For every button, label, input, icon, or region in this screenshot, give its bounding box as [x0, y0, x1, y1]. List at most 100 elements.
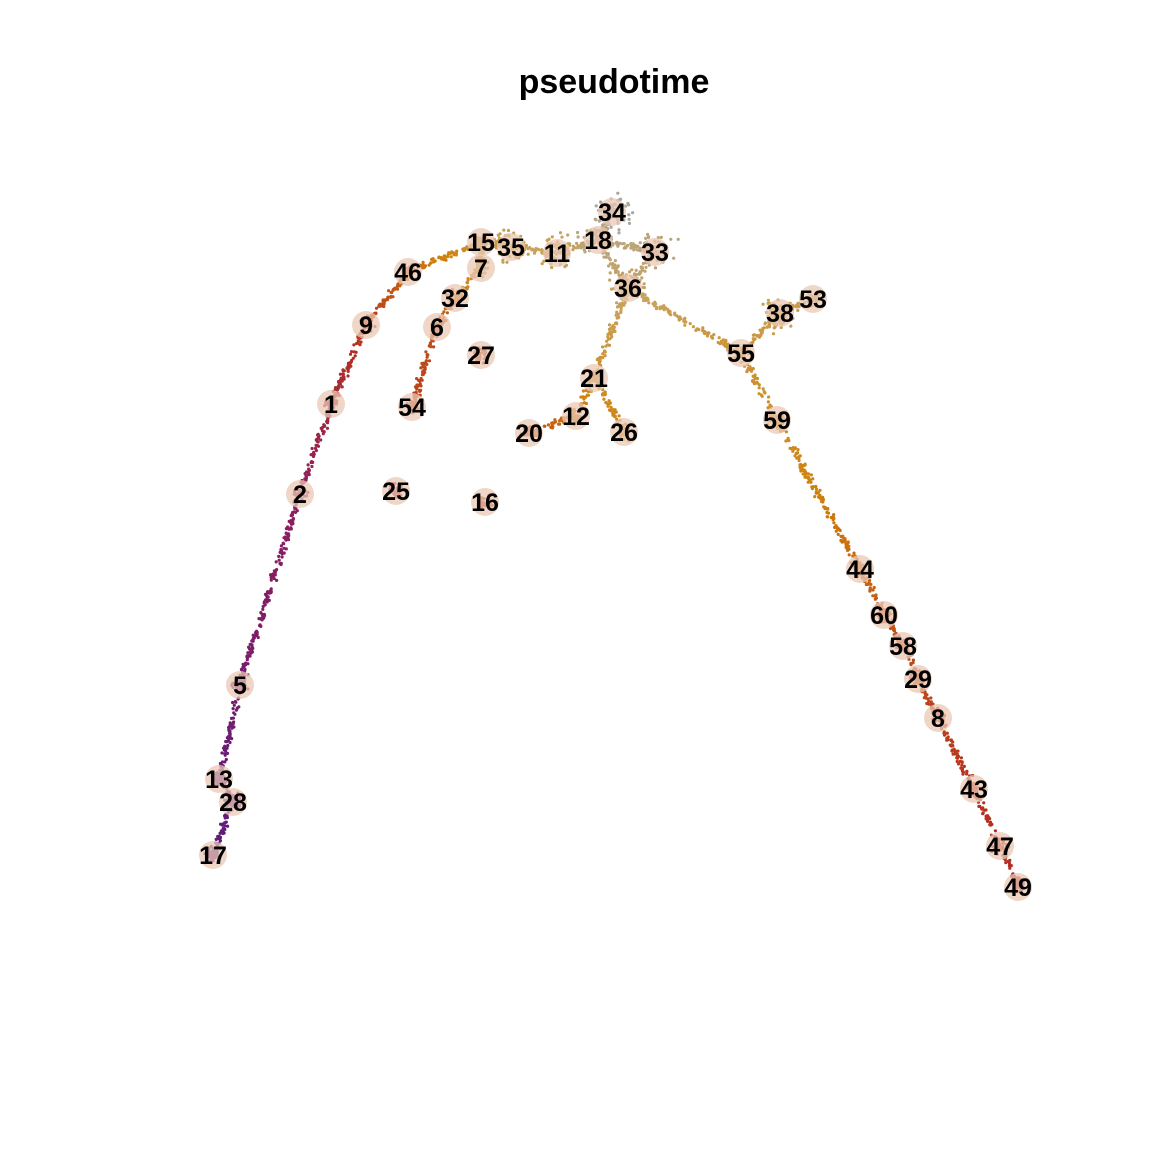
cell-point — [350, 350, 354, 354]
cluster-label-1: 1 — [324, 391, 338, 419]
cluster-halo-26 — [610, 418, 638, 446]
cluster-label-47: 47 — [986, 833, 1014, 861]
cluster-halo-21 — [580, 364, 608, 392]
cell-point — [381, 299, 385, 303]
cell-point — [261, 607, 265, 612]
cell-point — [422, 368, 426, 372]
cell-point — [691, 325, 696, 329]
cell-point — [382, 302, 386, 306]
cell-point — [277, 554, 281, 559]
cell-point — [269, 591, 273, 595]
cell-point — [766, 298, 771, 302]
cell-point — [630, 268, 634, 272]
cell-point — [647, 301, 651, 305]
cell-point — [615, 322, 619, 326]
cluster-halo-28 — [219, 788, 247, 816]
cluster-halo-7 — [467, 254, 495, 282]
cell-point — [233, 700, 237, 704]
cell-point — [442, 310, 446, 314]
cell-point — [642, 282, 646, 286]
cell-point — [645, 296, 649, 300]
cell-point — [290, 513, 295, 517]
cluster-label-13: 13 — [205, 766, 233, 794]
cell-point — [261, 604, 265, 609]
cell-point — [442, 254, 446, 258]
cell-point — [965, 772, 969, 776]
cell-point — [223, 821, 227, 825]
cell-point — [607, 323, 612, 327]
cell-point — [264, 599, 269, 603]
cell-point — [462, 249, 466, 253]
cell-point — [231, 707, 235, 711]
cell-point — [833, 525, 837, 530]
cluster-halo-9 — [352, 311, 380, 339]
cell-point — [984, 814, 988, 818]
cluster-label-32: 32 — [441, 285, 469, 313]
cell-point — [795, 456, 799, 460]
cell-point — [389, 294, 393, 299]
cell-point — [961, 772, 965, 776]
cell-point — [265, 594, 269, 598]
cell-point — [259, 611, 263, 615]
cluster-halo-44 — [846, 555, 874, 583]
cell-point — [960, 763, 964, 767]
cell-point — [334, 386, 338, 390]
cell-point — [767, 325, 772, 329]
cell-point — [355, 341, 359, 346]
cell-point — [630, 244, 634, 248]
cell-point — [956, 762, 961, 766]
cell-point — [286, 536, 290, 540]
cell-point — [558, 231, 563, 235]
cell-point — [424, 359, 428, 363]
cell-point — [793, 454, 797, 458]
cell-point — [604, 344, 608, 348]
cell-point — [389, 290, 393, 295]
cell-point — [871, 594, 875, 598]
cell-point — [607, 256, 611, 260]
cell-point — [506, 228, 511, 233]
cell-point — [294, 507, 298, 511]
cell-point — [280, 555, 284, 559]
cell-point — [810, 487, 815, 491]
cell-point — [834, 529, 838, 533]
cell-point — [640, 265, 644, 269]
cell-point — [667, 311, 671, 315]
cell-point — [465, 281, 470, 285]
cluster-halo-25 — [382, 477, 410, 505]
cell-point — [611, 408, 615, 412]
cell-point — [796, 308, 800, 312]
cluster-label-20: 20 — [515, 420, 543, 448]
cell-point — [272, 577, 276, 581]
cell-point — [611, 243, 615, 247]
cell-point — [603, 349, 607, 353]
cell-point — [224, 739, 228, 744]
cell-point — [325, 426, 330, 430]
cluster-halo-59 — [763, 406, 791, 434]
cell-point — [574, 246, 578, 250]
cell-point — [841, 539, 845, 543]
cell-point — [838, 528, 842, 533]
cell-point — [594, 218, 598, 222]
cell-point — [814, 484, 818, 489]
cell-point — [352, 343, 356, 347]
cell-point — [310, 464, 314, 469]
cell-point — [807, 477, 811, 481]
cell-point — [449, 255, 453, 259]
cell-point — [609, 287, 614, 291]
cell-point — [874, 596, 879, 600]
cell-point — [218, 836, 222, 840]
cell-point — [424, 350, 428, 354]
cell-point — [289, 522, 294, 526]
cell-point — [640, 292, 644, 296]
cluster-label-18: 18 — [584, 227, 612, 255]
cell-point — [619, 309, 623, 313]
cluster-halo-15 — [467, 228, 495, 256]
cell-point — [243, 667, 247, 672]
cluster-halo-18 — [584, 226, 612, 254]
cell-point — [419, 376, 423, 381]
cell-point — [626, 201, 630, 205]
cell-point — [579, 246, 583, 250]
cell-point — [226, 824, 230, 828]
cell-point — [959, 766, 963, 770]
